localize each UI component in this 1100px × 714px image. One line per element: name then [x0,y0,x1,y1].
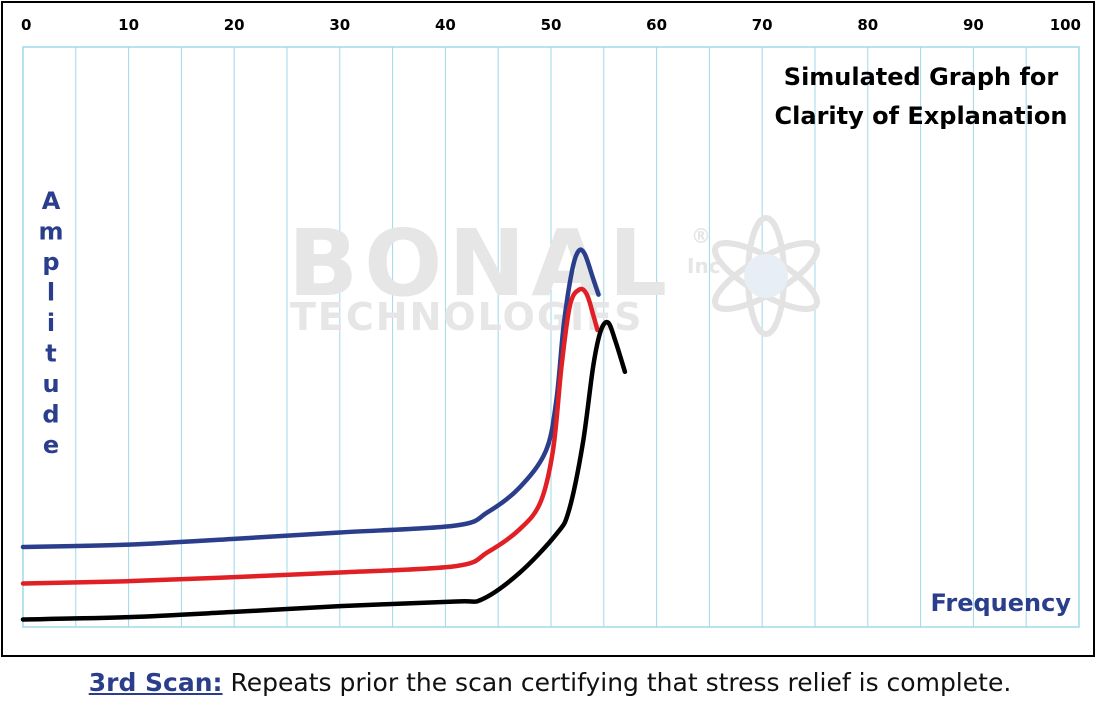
y-axis-label-letter: t [45,340,56,368]
x-tick-label: 40 [435,16,456,34]
y-axis-label-letter: u [42,370,59,398]
y-axis-label-letter: i [47,309,55,337]
caption-label: 3rd Scan: [88,668,223,697]
chart: BONAL ® Inc TECHNOLOGIES 0 10 20 30 40 50 60 70… [20,16,1081,628]
y-axis-label-letter: p [42,248,59,276]
caption-text: Repeats prior the scan certifying that s… [222,668,1012,697]
chart-frame: BONAL ® Inc TECHNOLOGIES 0 10 20 30 40 50 60 70… [1,1,1095,657]
series-line-2 [20,286,600,586]
grid [22,46,1080,628]
x-tick-label: 80 [857,16,878,34]
x-tick-label: 70 [752,16,773,34]
y-axis-label-letter: e [43,431,59,459]
chart-title-line-2: Clarity of Explanation [775,102,1068,130]
series [20,247,628,622]
x-tick-label: 10 [118,16,139,34]
y-axis-label-letter: l [47,279,55,307]
watermark: BONAL ® Inc TECHNOLOGIES [288,210,821,339]
x-tick-label: 30 [329,16,350,34]
watermark-technologies: TECHNOLOGIES [290,295,644,339]
y-axis-label-letter: A [42,187,61,215]
series-line-1 [20,247,601,550]
x-tick-label: 0 [21,16,31,34]
x-tick-labels: 0 10 20 30 40 50 60 70 80 90 100 [21,16,1081,34]
x-tick-label: 20 [224,16,245,34]
x-tick-label: 50 [541,16,562,34]
x-tick-label: 90 [963,16,984,34]
x-tick-label: 60 [646,16,667,34]
x-axis-label: Frequency [931,589,1072,617]
watermark-registered-mark: ® [691,224,711,248]
chart-title-line-1: Simulated Graph for [784,63,1059,91]
y-axis-label-letter: m [38,218,63,246]
watermark-bonal: BONAL [288,210,673,317]
series-line-3 [20,319,628,622]
x-tick-label: 100 [1050,16,1081,34]
caption: 3rd Scan: Repeats prior the scan certify… [0,668,1100,697]
atom-icon [711,215,821,337]
y-axis-label-letter: d [42,401,59,429]
